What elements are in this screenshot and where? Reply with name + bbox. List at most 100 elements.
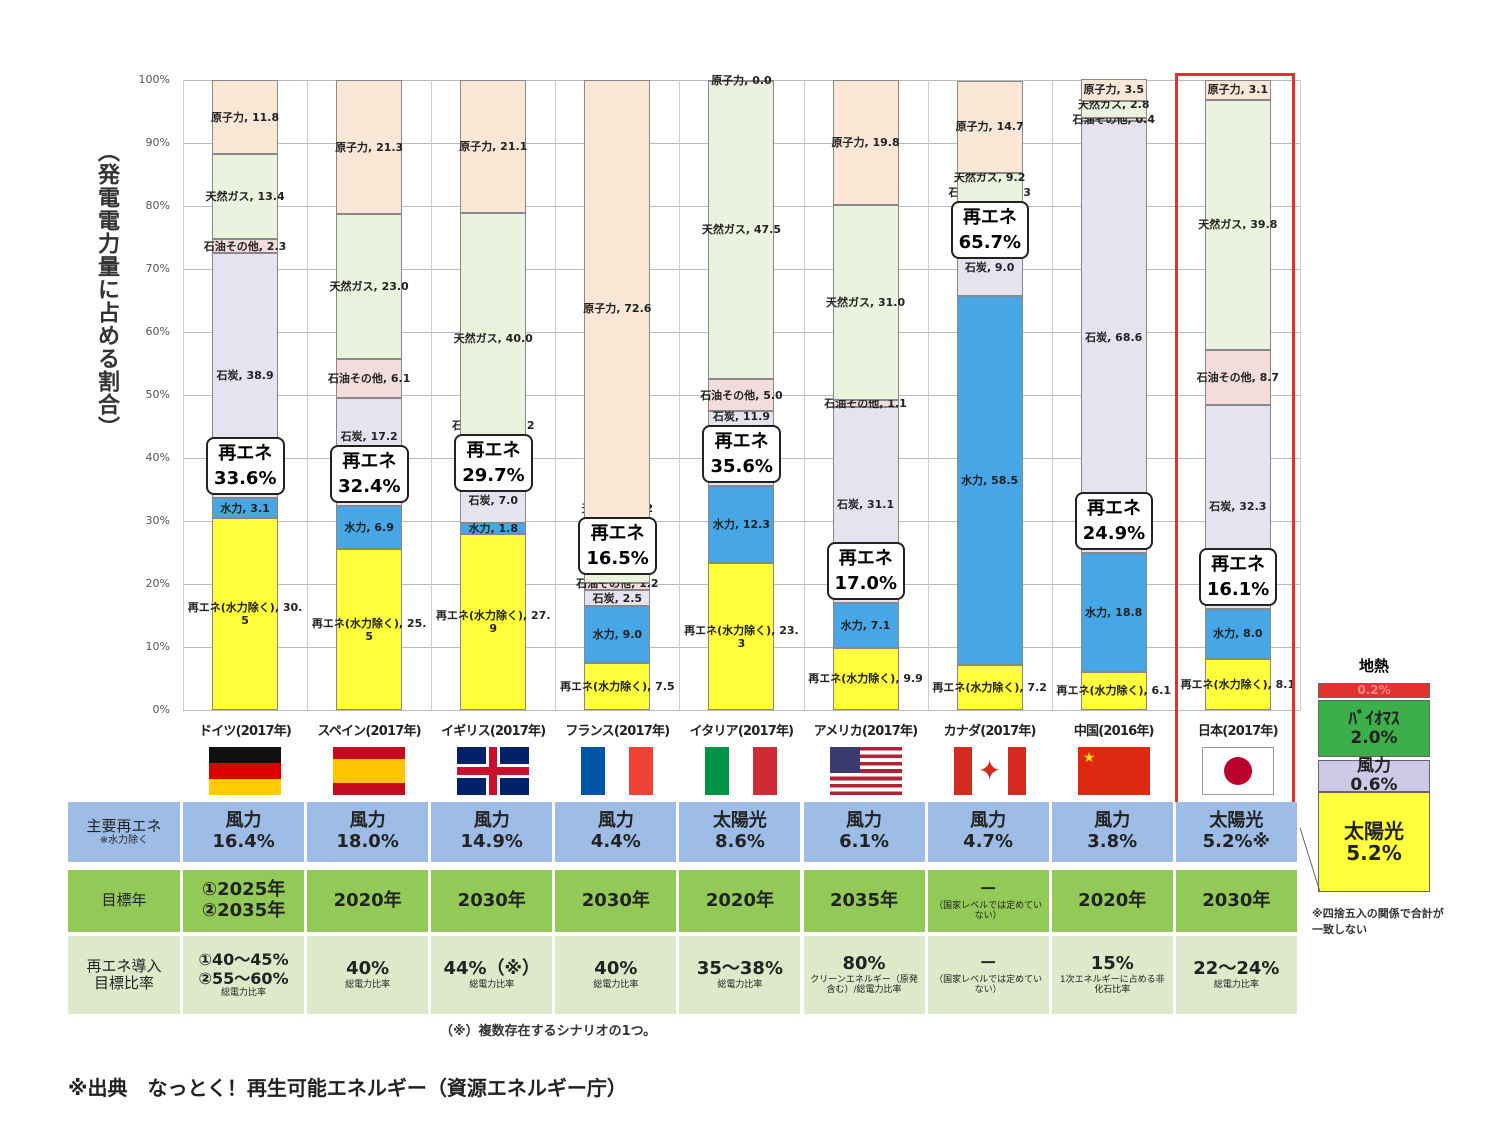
cell-text: 総電力比率 [469, 980, 515, 991]
segment-label: 再エネ(水力除く), 30.5 [187, 600, 303, 627]
segment-label: 天然ガス, 39.8 [1198, 218, 1278, 232]
bar-segment-0 [1204, 658, 1271, 710]
y-tick-label: 10% [145, 640, 170, 653]
table-cell: 2035年 [803, 870, 928, 932]
bar-segment-4 [460, 212, 527, 465]
table-cell: 40% 総電力比率 [307, 936, 432, 1014]
table-cell: 風力 4.7% [927, 802, 1052, 862]
segment-label: 再エネ(水力除く), 27.9 [435, 609, 551, 636]
segment-label: 再エネ(水力除く), 23.3 [684, 623, 799, 650]
cell-text: 6.1% [839, 831, 889, 852]
cell-text: － [979, 953, 998, 975]
bar-segment-0 [212, 517, 279, 710]
segment-label: 石炭, 68.6 [1085, 330, 1143, 344]
renewable-total-box: 再エネ 16.5% [578, 516, 657, 575]
cell-text: 4.7% [963, 831, 1014, 852]
cell-text: 40% [346, 958, 390, 980]
country-label: 日本(2017年) [1197, 724, 1279, 739]
segment-label: 水力, 7.1 [840, 618, 891, 632]
gridline [183, 710, 1300, 711]
table-cell: ①2025年 ②2035年 [183, 870, 308, 932]
table-cell: 風力 3.8% [1051, 802, 1176, 862]
france-flag-icon [581, 747, 654, 795]
segment-label: 天然ガス, 23.0 [329, 280, 409, 294]
segment-label: 天然ガス, 9.2 [953, 171, 1026, 185]
table-cell: －（国家レベルでは定めていない） [927, 870, 1052, 932]
table-cell: 2020年 [679, 870, 804, 932]
segment-label: 水力, 8.0 [1213, 627, 1263, 641]
bar-segment-1 [1080, 553, 1147, 672]
cell-text: 2030年 [457, 889, 526, 911]
segment-label: 再エネ(水力除く), 7.2 [932, 680, 1047, 694]
table-cell: 2030年 [1175, 870, 1300, 932]
row-sublabel: 目標比率 [93, 974, 154, 992]
segment-label: 原子力, 11.8 [210, 110, 280, 124]
y-tick-label: 50% [145, 388, 170, 401]
country-label: アメリカ(2017年) [813, 724, 918, 739]
cell-text: ②2035年 [201, 900, 286, 921]
cell-text: 風力 [970, 810, 1007, 832]
renewable-total-box: 再エネ 17.0% [826, 541, 905, 600]
bar-segment-3 [832, 400, 899, 407]
segment-label: 原子力, 21.1 [459, 139, 528, 153]
table-cell: 40% 総電力比率 [555, 936, 680, 1014]
cell-text: 2030年 [581, 889, 650, 911]
segment-label: 天然ガス, 13.4 [205, 190, 285, 204]
cell-text: 1次エネルギーに占める非化石比率 [1059, 975, 1165, 996]
cell-text: 2035年 [829, 889, 899, 911]
renewable-total-box: 再エネ 16.1% [1198, 547, 1278, 606]
vertical-gridline [307, 80, 309, 710]
japan-flag-icon [1201, 747, 1274, 795]
cell-text: 15% [1090, 953, 1134, 975]
uk-flag-icon [457, 747, 530, 795]
bar-segment-0 [336, 549, 403, 710]
bar-segment-5 [708, 80, 775, 82]
china-flag-icon: ★ [1077, 747, 1150, 795]
table-cell: 2020年 [1051, 870, 1176, 932]
bar-segment-0 [1080, 671, 1147, 710]
table-cell: 2030年 [555, 870, 680, 932]
cell-text: 35～38% [696, 958, 783, 980]
cell-text: 総電力比率 [1213, 980, 1259, 991]
bar-segment-4 [1204, 99, 1271, 351]
cell-text: － [979, 879, 998, 901]
segment-label: 石炭, 7.0 [468, 494, 519, 508]
segment-label: 水力, 58.5 [961, 473, 1019, 487]
bar-segment-5 [832, 80, 899, 205]
vertical-gridline [1051, 80, 1053, 710]
segment-label: 天然ガス, 31.0 [825, 295, 906, 309]
segment-label: 水力, 6.9 [344, 521, 394, 535]
vertical-gridline [431, 80, 433, 710]
y-tick-label: 60% [145, 325, 170, 338]
table-cell: ①40～45% ②55～60% 総電力比率 [183, 936, 308, 1014]
renewable-total-box: 再エネ 32.4% [330, 444, 409, 503]
y-tick-label: 90% [145, 136, 170, 149]
segment-label: 再エネ(水力除く), 6.1 [1056, 684, 1172, 698]
bar-segment-4 [336, 214, 403, 360]
country-label: フランス(2017年) [565, 724, 670, 739]
vertical-gridline [1299, 80, 1301, 710]
segment-label: 水力, 9.0 [592, 627, 643, 641]
bar-segment-1 [460, 522, 527, 535]
segment-label: 原子力, 72.6 [583, 302, 652, 316]
cell-text: 44%（※） [443, 958, 541, 980]
cell-text: 太陽光 [712, 810, 767, 832]
cell-text: ②55～60% [198, 968, 289, 988]
segment-label: 原子力, 3.5 [1083, 83, 1145, 97]
bar-segment-0 [708, 563, 775, 710]
bar-segment-1 [584, 606, 651, 663]
cell-text: 総電力比率 [221, 988, 267, 999]
cell-text: 総電力比率 [345, 980, 391, 991]
cell-text: 2030年 [1202, 889, 1271, 911]
breakdown-2: 風力 0.6% [1318, 757, 1430, 794]
cell-text: 2020年 [333, 889, 402, 911]
bar-segment-3 [584, 582, 651, 591]
bar-segment-5 [584, 80, 651, 538]
bar-segment-1 [708, 485, 775, 564]
segment-label: 再エネ(水力除く), 9.9 [808, 672, 923, 686]
table-cell: 風力 16.4% [183, 802, 308, 862]
cell-text: 風力 [225, 810, 262, 832]
segment-label: 再エネ(水力除く), 7.5 [560, 679, 675, 693]
bar-segment-3 [212, 238, 279, 254]
